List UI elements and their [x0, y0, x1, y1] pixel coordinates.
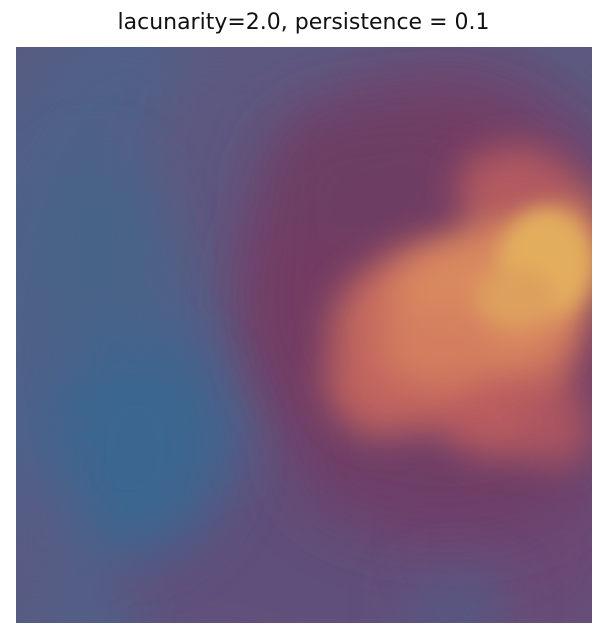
noise-image — [16, 47, 592, 623]
noise-field — [16, 47, 592, 623]
plot-title: lacunarity=2.0, persistence = 0.1 — [117, 10, 490, 35]
